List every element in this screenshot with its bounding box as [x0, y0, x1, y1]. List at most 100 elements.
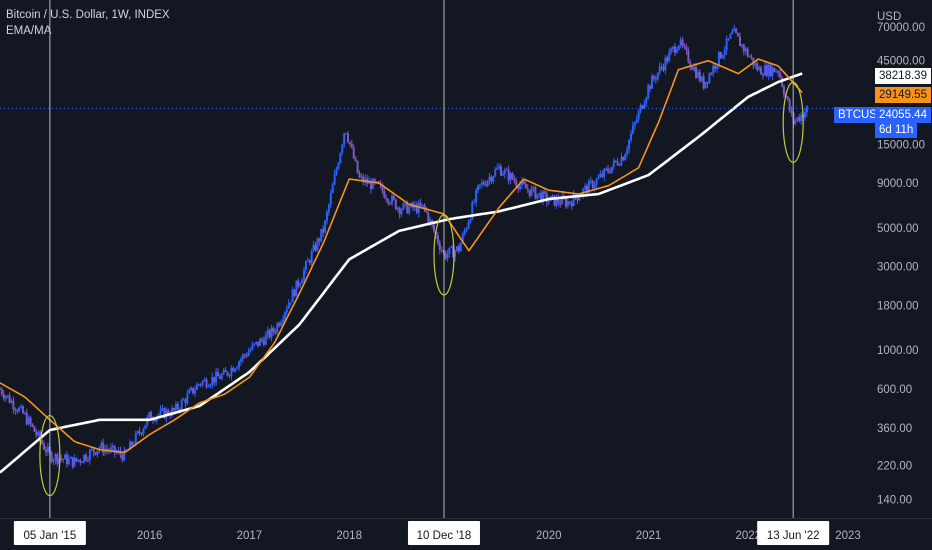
last-price-tag: 24055.44: [875, 107, 931, 123]
candle-body: [408, 206, 411, 214]
candle-body: [331, 184, 334, 194]
candle-body: [436, 235, 439, 244]
candle-body: [645, 97, 648, 104]
candle-body: [631, 125, 634, 134]
candle-body: [633, 122, 636, 126]
candle-body: [383, 191, 386, 198]
candle-body: [25, 412, 28, 425]
price-tick-label: 600.00: [877, 384, 912, 396]
candle-body: [65, 454, 68, 465]
candle-body: [582, 188, 585, 195]
candle-body: [159, 409, 162, 415]
candle-body: [557, 197, 560, 203]
candle-body: [635, 119, 638, 123]
candle-body: [622, 156, 625, 161]
candle-body: [519, 184, 522, 190]
candle-body: [278, 323, 281, 326]
price-tick-label: 70000.00: [877, 22, 925, 34]
candle-body: [297, 280, 300, 286]
candle-body: [668, 52, 671, 62]
candle-body: [299, 283, 302, 286]
candle-body: [486, 180, 489, 186]
candle-body: [249, 349, 252, 352]
candle-body: [247, 351, 250, 356]
candle-body: [731, 31, 734, 34]
candle-body: [341, 144, 344, 153]
time-tick-label: 2020: [536, 530, 562, 542]
candle-body: [526, 188, 529, 190]
candle-body: [316, 238, 319, 251]
candle-body: [790, 110, 793, 114]
candle-body: [287, 302, 290, 309]
candle-body: [283, 312, 286, 320]
candle-body: [517, 186, 520, 190]
candle-body: [2, 394, 5, 399]
candle-body: [475, 190, 478, 203]
candle-body: [637, 111, 640, 120]
candle-body: [507, 169, 510, 181]
candle-body: [681, 39, 684, 46]
candle-body: [44, 449, 47, 453]
price-tick-label: 9000.00: [877, 178, 919, 190]
candle-body: [354, 158, 357, 161]
candle-body: [455, 246, 458, 251]
candle-body: [543, 191, 546, 194]
candle-body: [457, 246, 460, 252]
candle-body: [511, 173, 514, 180]
candle-body: [564, 198, 567, 207]
candle-body: [471, 202, 474, 220]
candle-body: [295, 280, 298, 297]
candle-body: [274, 332, 277, 334]
candle-body: [64, 454, 67, 460]
candle-body: [427, 212, 430, 223]
candle-body: [723, 50, 726, 56]
candle-body: [750, 56, 753, 58]
symbol-title[interactable]: Bitcoin / U.S. Dollar, 1W, INDEX: [6, 9, 170, 21]
time-axis[interactable]: 2016 2017 2018 2020 2021 2022 2023 05 Jan '15 10…: [0, 518, 932, 550]
indicator-lines: [0, 58, 868, 474]
candle-body: [67, 458, 70, 465]
candle-body: [706, 81, 709, 84]
candle-body: [106, 448, 109, 450]
candle-body: [570, 203, 573, 207]
candle-body: [446, 253, 449, 259]
candle-body: [758, 67, 761, 70]
candle-body: [347, 133, 350, 142]
candle-body: [188, 390, 191, 394]
candle-body: [190, 387, 193, 391]
candle-body: [169, 414, 172, 417]
candle-body: [593, 184, 596, 189]
candle-body: [689, 62, 692, 67]
candle-body: [796, 117, 799, 121]
candle-body: [794, 120, 797, 124]
candle-body: [318, 238, 321, 242]
marker-date-box: [407, 521, 480, 545]
candle-body: [760, 67, 763, 75]
candle-body: [513, 179, 516, 181]
candle-body: [343, 133, 346, 145]
candle-body: [0, 389, 3, 395]
candle-body: [438, 243, 441, 251]
marker-date-box: [757, 521, 830, 545]
candle-body: [450, 246, 453, 248]
candle-body: [608, 171, 611, 173]
candle-body: [547, 200, 550, 203]
candle-body: [492, 176, 495, 182]
candle-body: [587, 180, 590, 193]
candle-body: [285, 308, 288, 313]
candle-body: [306, 260, 309, 262]
candle-body: [693, 67, 696, 70]
candle-body: [369, 180, 372, 190]
candle-body: [12, 400, 15, 410]
candle-body: [394, 199, 397, 210]
indicator-label[interactable]: EMA/MA: [6, 25, 52, 37]
candle-body: [509, 173, 512, 181]
candle-body: [521, 180, 524, 185]
time-tick-label: 2021: [636, 530, 662, 542]
candle-body: [700, 76, 703, 82]
candle-body: [392, 195, 395, 200]
candle-body: [385, 197, 388, 200]
candle-body: [16, 410, 19, 412]
candle-body: [786, 96, 789, 100]
